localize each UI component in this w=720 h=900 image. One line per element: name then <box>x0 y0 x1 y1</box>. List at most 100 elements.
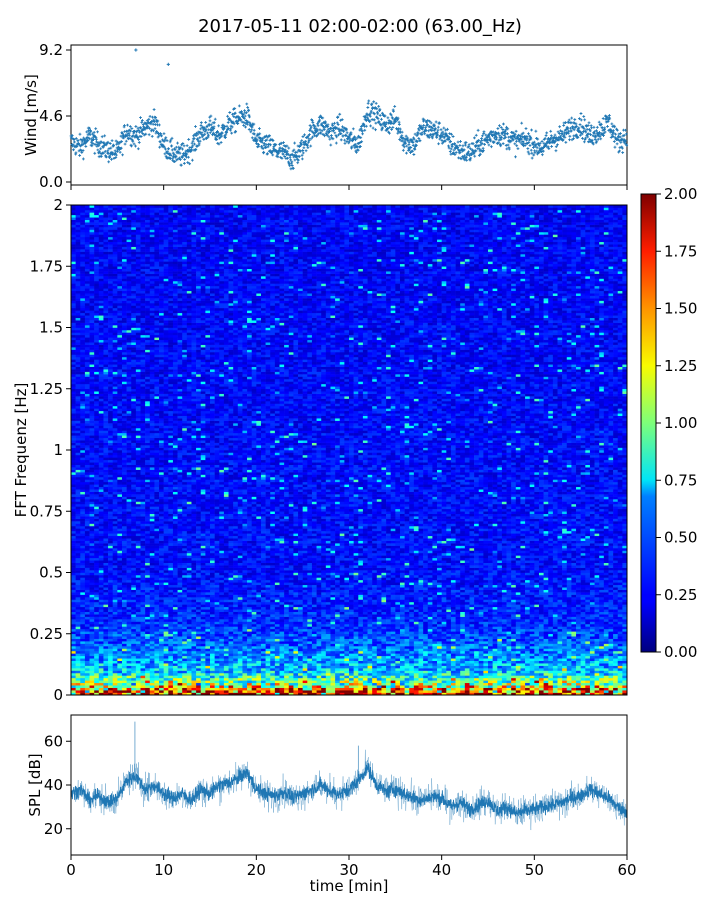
spectrogram-cell <box>367 633 373 637</box>
spectrogram-cell <box>103 655 109 659</box>
spectrogram-cell <box>200 638 206 642</box>
spectrogram-cell <box>501 631 507 635</box>
spectrogram-cell <box>219 650 225 654</box>
spectrogram-cell <box>617 663 623 666</box>
spectrogram-cell <box>376 641 382 644</box>
spectrogram-cell <box>492 680 498 684</box>
wind-point <box>141 132 145 135</box>
wind-point <box>279 141 283 145</box>
spectrogram-cell <box>488 680 493 684</box>
spectrogram-cell <box>168 641 174 644</box>
spectrogram-cell <box>325 663 331 666</box>
spectrogram-cell <box>437 675 442 679</box>
spectrogram-cell <box>233 633 239 637</box>
spectrogram-cell <box>316 680 322 684</box>
spectrogram-cell <box>413 633 419 637</box>
wind-point <box>473 136 476 140</box>
spectrogram-cell <box>293 680 299 684</box>
spectrogram-cell <box>256 638 262 642</box>
spectrogram-cell <box>349 655 354 659</box>
spectrogram-cell <box>432 653 438 657</box>
wind-point <box>467 143 471 147</box>
spectrogram-cell <box>210 660 215 664</box>
spectrogram-cell <box>418 653 424 657</box>
wind-point <box>127 137 130 141</box>
spectrogram-cell <box>599 646 605 649</box>
spectrogram-cell <box>321 633 327 637</box>
spectrogram-cell <box>84 653 90 657</box>
spectrogram-cell <box>228 690 234 693</box>
spectrogram-cell <box>423 687 429 691</box>
spectrogram-cell <box>214 636 220 639</box>
spectrogram-cell <box>196 665 202 669</box>
spectrogram-cell <box>372 670 378 674</box>
spectrogram-cell <box>483 633 489 637</box>
wind-point <box>581 136 584 140</box>
spectrogram-cell <box>409 658 415 661</box>
spectrogram-cell <box>460 643 466 647</box>
spectrogram-cell <box>594 658 600 661</box>
wind-point <box>160 134 163 138</box>
spectrogram-cell <box>423 680 429 684</box>
spectrogram-cell <box>580 687 586 691</box>
spectrogram-cell <box>302 665 308 669</box>
spectrogram-cell <box>311 638 317 642</box>
spectrogram-cell <box>492 633 498 637</box>
spectrogram-cell <box>117 677 123 681</box>
spectrogram-cell <box>409 680 415 684</box>
spectrogram-cell <box>497 690 503 693</box>
spectrogram-cell <box>177 638 183 642</box>
spectrogram-cell <box>603 670 609 674</box>
wind-point <box>274 143 278 146</box>
spectrogram-cell <box>488 690 493 693</box>
spectrogram-cell <box>154 687 160 691</box>
spectrogram-cell <box>613 653 619 657</box>
spectrogram-cell <box>298 633 303 637</box>
spectrogram-cell <box>474 682 480 686</box>
spectrogram-cell <box>529 643 535 647</box>
spectrogram-cell <box>464 677 470 681</box>
wind-point <box>526 147 530 151</box>
wind-point <box>148 126 151 130</box>
spectrogram-cell <box>321 631 327 635</box>
spectrogram-cell <box>617 682 623 686</box>
spectrogram-cell <box>94 655 100 659</box>
spectrogram-cell <box>497 670 503 674</box>
spectrogram-cell <box>191 636 197 639</box>
spectrogram-cell <box>84 685 90 688</box>
spectrogram-cell <box>233 682 239 686</box>
spectrogram-cell <box>358 685 364 688</box>
spectrogram-cell <box>349 641 354 644</box>
spectrogram-cell <box>228 658 234 661</box>
spectrogram-cell <box>228 680 234 684</box>
spectrogram-cell <box>469 648 475 652</box>
spectrogram-cell <box>84 660 90 664</box>
spectrogram-cell <box>474 685 480 688</box>
spectrogram-cell <box>117 685 123 688</box>
wind-point <box>483 142 487 146</box>
spectrogram-cell <box>608 653 614 657</box>
wind-point <box>209 114 213 118</box>
spectrogram-cell <box>367 658 373 661</box>
spectrogram-cell <box>228 641 234 644</box>
spectrogram-cell <box>353 638 359 642</box>
spectrogram-cell <box>200 646 206 649</box>
spectrogram-cell <box>233 670 239 674</box>
spectrogram-cell <box>520 648 526 652</box>
spectrogram-cell <box>413 675 419 679</box>
spectrogram-cell <box>163 677 169 681</box>
spectrogram-cell <box>71 636 76 639</box>
spectrogram-cell <box>418 677 424 681</box>
spectrogram-cell <box>256 672 262 676</box>
spectrogram-cell <box>613 655 619 659</box>
wind-point <box>89 140 93 144</box>
spectrogram-cell <box>562 680 568 684</box>
spectrogram-cell <box>423 646 429 649</box>
spectrogram-cell <box>349 675 354 679</box>
spectrogram-cell <box>501 690 507 693</box>
wind-point <box>185 152 189 156</box>
spectrogram-cell <box>450 680 456 684</box>
spectrogram-cell <box>126 660 132 664</box>
spectrogram-cell <box>210 643 215 647</box>
spectrogram-cell <box>279 672 285 676</box>
